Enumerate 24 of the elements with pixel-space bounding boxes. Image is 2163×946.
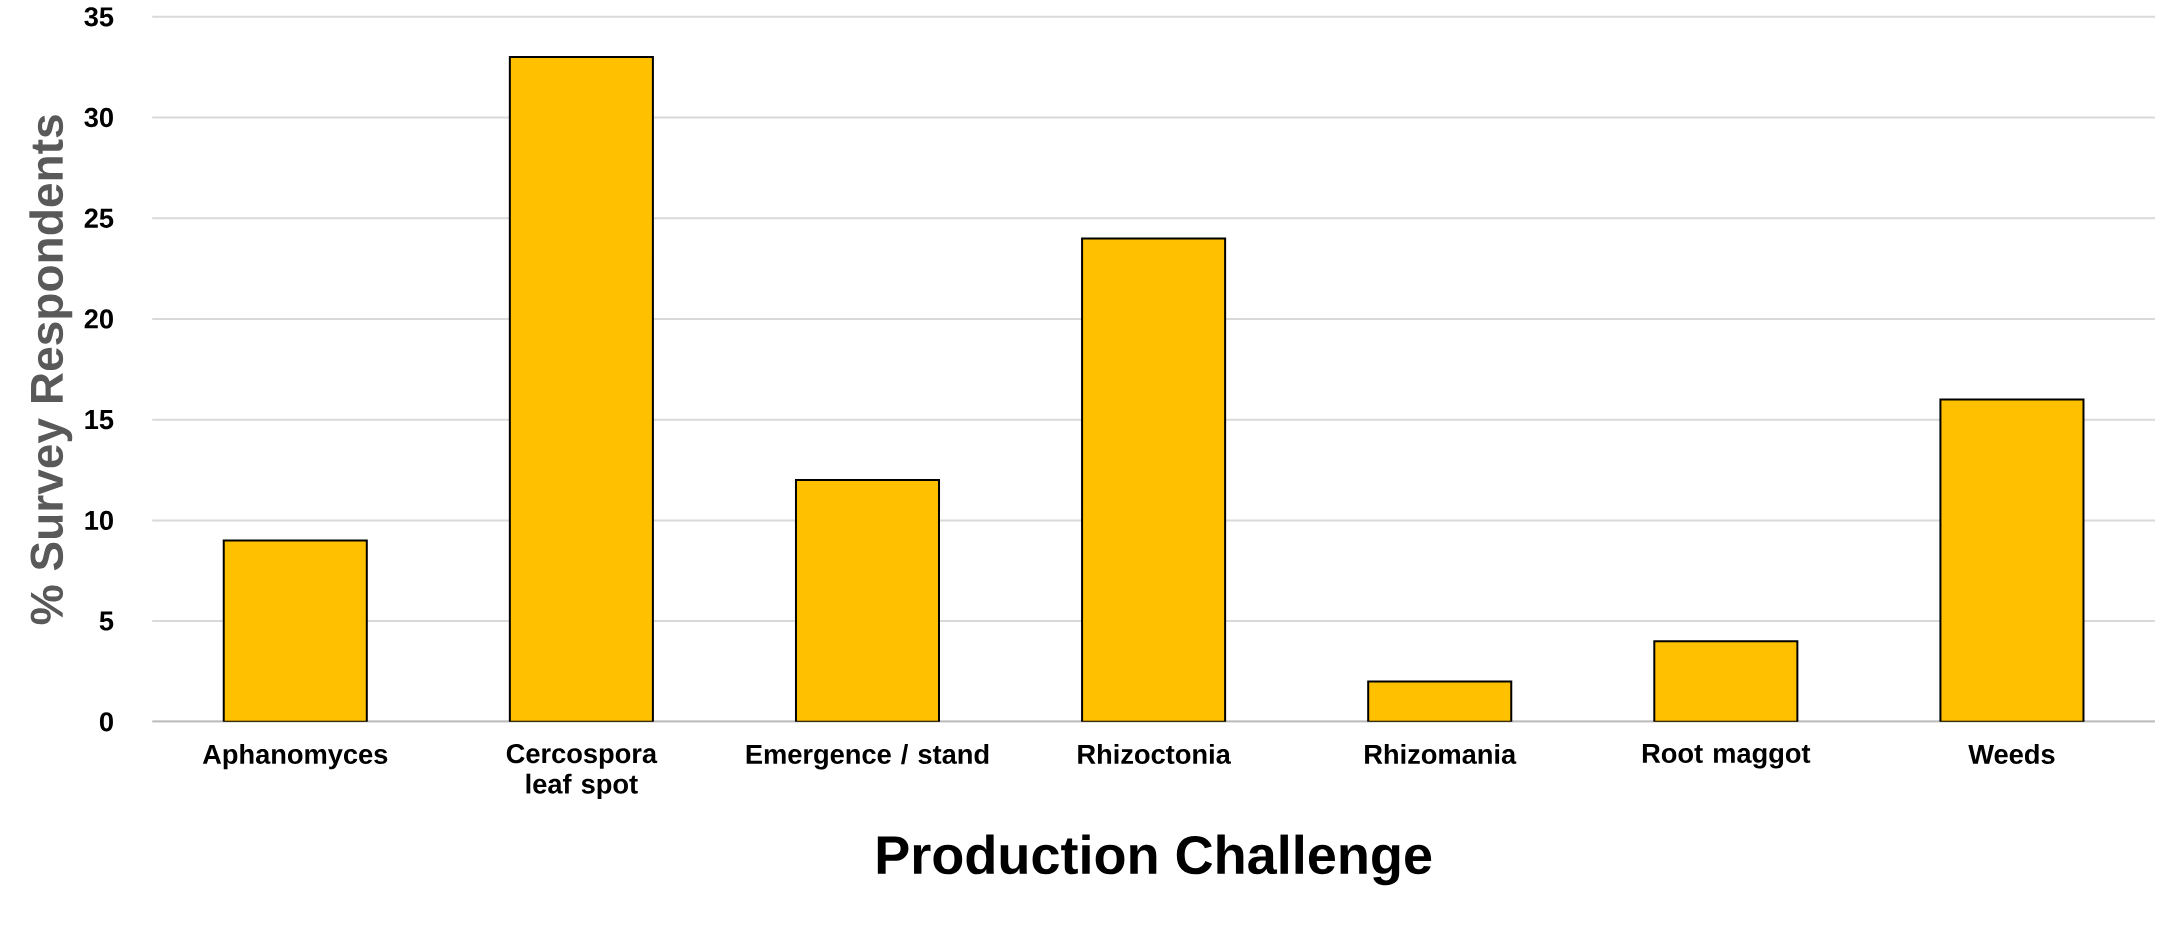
- y-tick-label: 30: [84, 107, 113, 128]
- bar: [1081, 237, 1227, 722]
- x-tick-label: Aphanomyces: [202, 743, 388, 770]
- bar: [1367, 680, 1513, 722]
- y-tick-label: 25: [84, 208, 114, 228]
- x-tick-label: Root maggot: [1642, 743, 1811, 769]
- bar: [1653, 640, 1799, 722]
- y-tick-label: 5: [99, 611, 114, 631]
- y-tick-label: 20: [84, 309, 113, 329]
- x-tick-label: Rhizoctonia: [1078, 743, 1231, 764]
- bar: [222, 539, 368, 722]
- x-tick-label: Cercospora leaf spot: [506, 743, 658, 800]
- y-tick-label: 35: [84, 7, 114, 27]
- y-tick-label: 10: [85, 510, 113, 530]
- x-tick-label: Emergence / stand: [746, 743, 989, 770]
- y-axis-title: % Survey Respondents: [29, 115, 73, 625]
- bar: [794, 479, 941, 722]
- x-tick-label: Weeds: [1968, 743, 2055, 764]
- bar: [508, 56, 654, 722]
- y-tick-label: 0: [99, 712, 113, 732]
- y-tick-label: 15: [85, 410, 114, 430]
- x-tick-label: Rhizomania: [1365, 743, 1517, 764]
- x-axis-title: Production Challenge: [877, 834, 1432, 886]
- bar: [1939, 398, 2085, 722]
